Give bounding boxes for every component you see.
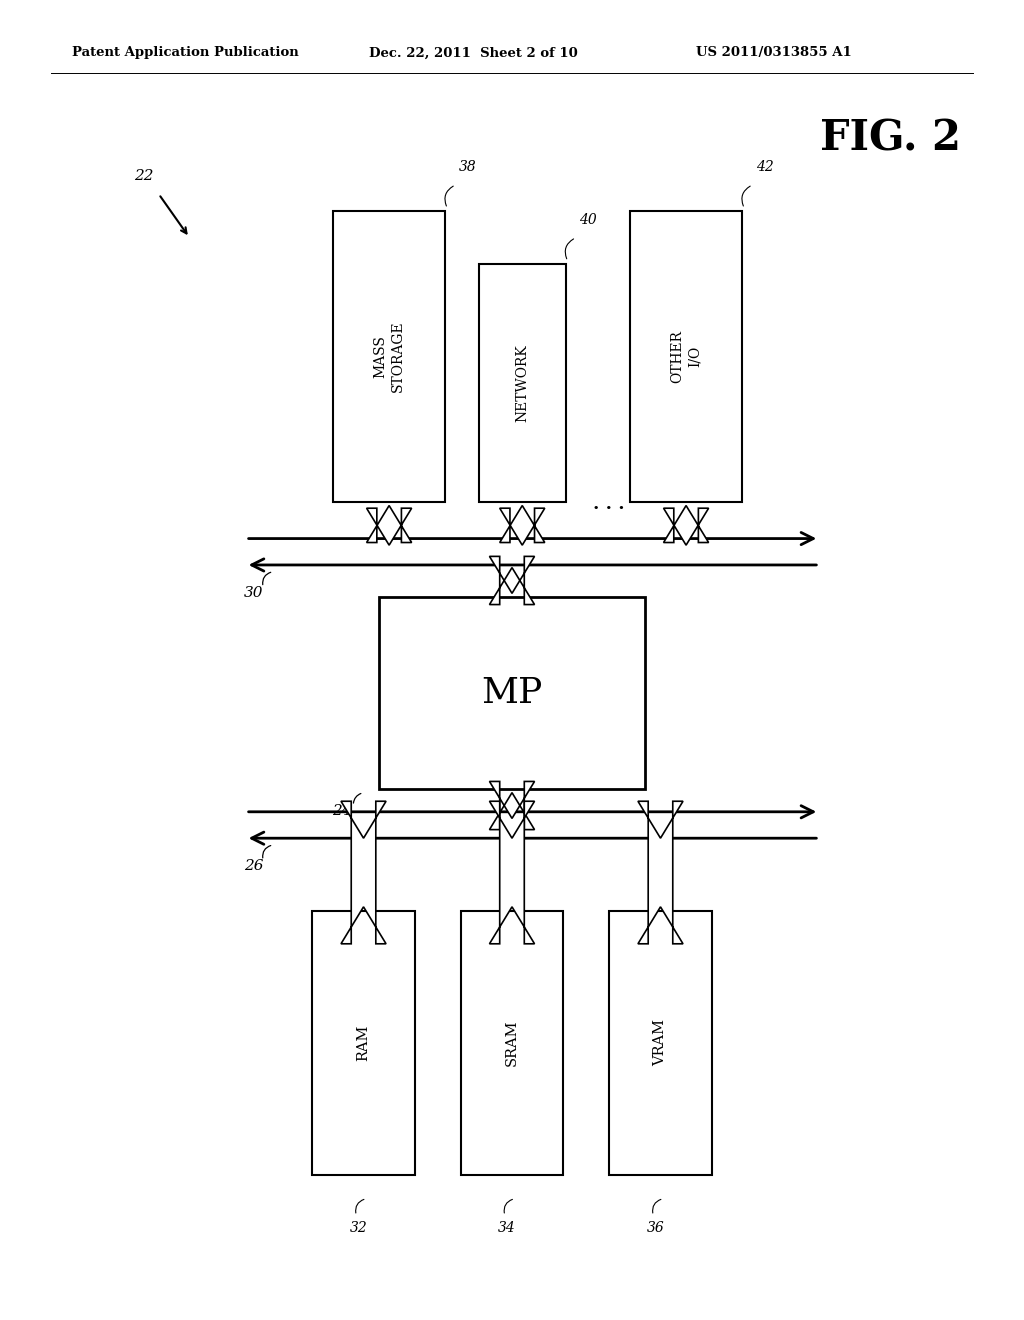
Polygon shape xyxy=(341,801,386,944)
Text: MP: MP xyxy=(481,676,543,710)
Polygon shape xyxy=(664,506,709,545)
Polygon shape xyxy=(489,781,535,830)
Bar xyxy=(461,911,563,1175)
Polygon shape xyxy=(638,801,683,944)
Text: 42: 42 xyxy=(756,160,773,174)
Text: 26: 26 xyxy=(244,859,263,873)
Text: US 2011/0313855 A1: US 2011/0313855 A1 xyxy=(696,46,852,59)
Bar xyxy=(479,264,565,502)
Text: 40: 40 xyxy=(580,213,597,227)
Polygon shape xyxy=(489,557,535,605)
Text: 24: 24 xyxy=(332,804,351,818)
Text: Dec. 22, 2011  Sheet 2 of 10: Dec. 22, 2011 Sheet 2 of 10 xyxy=(369,46,578,59)
Text: VRAM: VRAM xyxy=(653,1019,668,1067)
Text: RAM: RAM xyxy=(356,1024,371,1061)
Bar xyxy=(312,911,415,1175)
Polygon shape xyxy=(500,506,545,545)
Text: 38: 38 xyxy=(459,160,476,174)
Text: 22: 22 xyxy=(133,169,154,182)
Text: MASS
STORAGE: MASS STORAGE xyxy=(374,321,404,392)
Text: SRAM: SRAM xyxy=(505,1019,519,1067)
Text: OTHER
I/O: OTHER I/O xyxy=(671,330,701,383)
Text: 36: 36 xyxy=(646,1221,665,1236)
Polygon shape xyxy=(489,801,535,944)
Text: Patent Application Publication: Patent Application Publication xyxy=(72,46,298,59)
Bar xyxy=(379,597,645,789)
Text: 32: 32 xyxy=(349,1221,368,1236)
Bar xyxy=(630,211,742,502)
Bar xyxy=(333,211,445,502)
Text: 34: 34 xyxy=(498,1221,516,1236)
Polygon shape xyxy=(367,506,412,545)
Text: FIG. 2: FIG. 2 xyxy=(820,117,962,160)
Bar xyxy=(609,911,712,1175)
Text: 30: 30 xyxy=(244,586,263,599)
Text: . . .: . . . xyxy=(594,495,625,513)
Text: NETWORK: NETWORK xyxy=(515,345,529,421)
